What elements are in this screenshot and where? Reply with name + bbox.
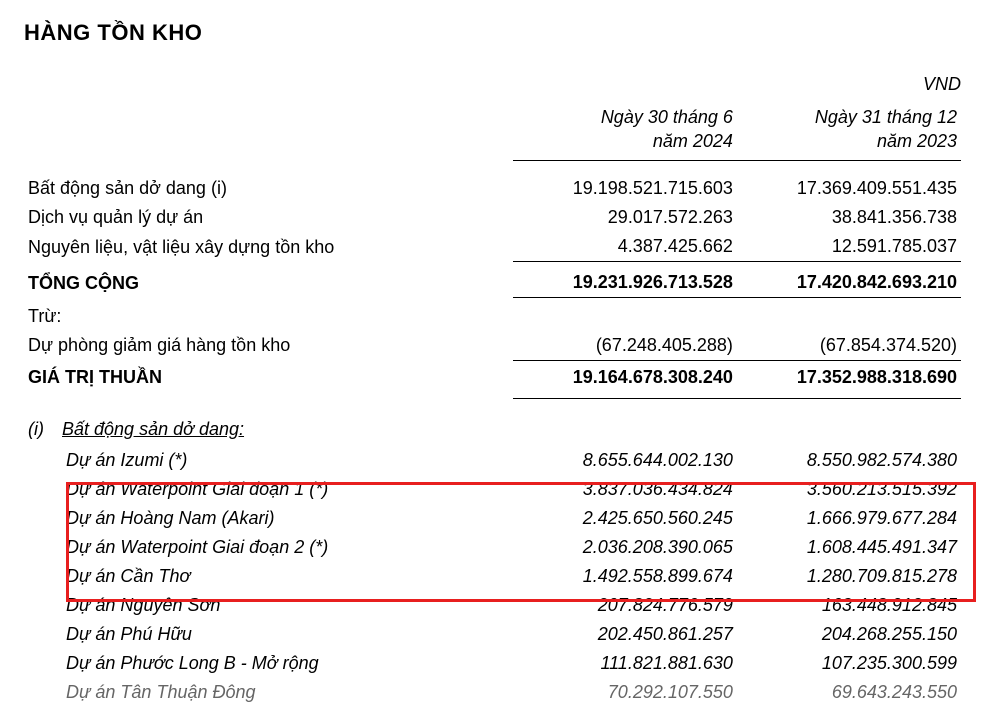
project-label: Dự án Phú Hữu — [24, 620, 513, 649]
projects-list: Dự án Izumi (*)8.655.644.002.1308.550.98… — [24, 446, 961, 707]
row-val-2: 12.591.785.037 — [737, 232, 961, 262]
row-label: Dịch vụ quản lý dự án — [24, 203, 513, 232]
project-val-2: 3.560.213.515.392 — [737, 475, 961, 504]
row-val-2: 38.841.356.738 — [737, 203, 961, 232]
subnote-title: Bất động sản dở dang: — [62, 419, 244, 440]
project-val-2: 1.280.709.815.278 — [737, 562, 961, 591]
row-label: Nguyên liệu, vật liệu xây dựng tồn kho — [24, 232, 513, 262]
project-label: Dự án Hoàng Nam (Akari) — [24, 504, 513, 533]
project-row: Dự án Hoàng Nam (Akari)2.425.650.560.245… — [24, 504, 961, 533]
project-row: Dự án Tân Thuận Đông70.292.107.55069.643… — [24, 678, 961, 707]
project-val-2: 107.235.300.599 — [737, 649, 961, 678]
project-label: Dự án Waterpoint Giai đoạn 1 (*) — [24, 475, 513, 504]
project-val-1: 8.655.644.002.130 — [513, 446, 737, 475]
less-label: Trừ: — [24, 298, 513, 331]
project-row: Dự án Cần Thơ1.492.558.899.6741.280.709.… — [24, 562, 961, 591]
subnote-marker: (i) — [28, 419, 48, 440]
project-val-2: 1.608.445.491.347 — [737, 533, 961, 562]
project-val-2: 204.268.255.150 — [737, 620, 961, 649]
project-row: Dự án Izumi (*)8.655.644.002.1308.550.98… — [24, 446, 961, 475]
row-val-1: 19.198.521.715.603 — [513, 174, 737, 203]
project-row: Dự án Waterpoint Giai đoạn 2 (*)2.036.20… — [24, 533, 961, 562]
row-val-1: 29.017.572.263 — [513, 203, 737, 232]
net-val-2: 17.352.988.318.690 — [737, 360, 961, 398]
provision-label: Dự phòng giảm giá hàng tồn kho — [24, 331, 513, 361]
project-label: Dự án Izumi (*) — [24, 446, 513, 475]
row-bds-do-dang: Bất động sản dở dang (i) 19.198.521.715.… — [24, 174, 961, 203]
project-val-1: 70.292.107.550 — [513, 678, 737, 707]
col-header-1: Ngày 30 tháng 6 năm 2024 — [513, 101, 737, 160]
project-val-2: 69.643.243.550 — [737, 678, 961, 707]
project-val-1: 3.837.036.434.824 — [513, 475, 737, 504]
net-val-1: 19.164.678.308.240 — [513, 360, 737, 398]
project-val-2: 163.448.912.845 — [737, 591, 961, 620]
total-label: TỔNG CỘNG — [24, 262, 513, 298]
project-row: Dự án Waterpoint Giai đoạn 1 (*)3.837.03… — [24, 475, 961, 504]
project-row: Dự án Phú Hữu202.450.861.257204.268.255.… — [24, 620, 961, 649]
total-val-2: 17.420.842.693.210 — [737, 262, 961, 298]
project-val-1: 2.036.208.390.065 — [513, 533, 737, 562]
project-val-2: 8.550.982.574.380 — [737, 446, 961, 475]
row-val-2: 17.369.409.551.435 — [737, 174, 961, 203]
row-label: Bất động sản dở dang (i) — [24, 174, 513, 203]
row-dich-vu-ql: Dịch vụ quản lý dự án 29.017.572.263 38.… — [24, 203, 961, 232]
document-wrap: HÀNG TỒN KHO VND Ngày 30 tháng 6 năm 202… — [24, 20, 961, 707]
project-val-1: 2.425.650.560.245 — [513, 504, 737, 533]
project-label: Dự án Cần Thơ — [24, 562, 513, 591]
currency-label: VND — [24, 74, 961, 95]
net-label: GIÁ TRỊ THUẦN — [24, 360, 513, 398]
section-title: HÀNG TỒN KHO — [24, 20, 961, 46]
provision-row: Dự phòng giảm giá hàng tồn kho (67.248.4… — [24, 331, 961, 361]
row-val-1: 4.387.425.662 — [513, 232, 737, 262]
total-row: TỔNG CỘNG 19.231.926.713.528 17.420.842.… — [24, 262, 961, 298]
project-val-1: 202.450.861.257 — [513, 620, 737, 649]
provision-val-1: (67.248.405.288) — [513, 331, 737, 361]
project-val-1: 111.821.881.630 — [513, 649, 737, 678]
total-val-1: 19.231.926.713.528 — [513, 262, 737, 298]
project-label: Dự án Nguyên Sơn — [24, 591, 513, 620]
project-row: Dự án Nguyên Sơn207.824.776.579163.448.9… — [24, 591, 961, 620]
project-row: Dự án Phước Long B - Mở rộng111.821.881.… — [24, 649, 961, 678]
project-val-2: 1.666.979.677.284 — [737, 504, 961, 533]
col-header-2: Ngày 31 tháng 12 năm 2023 — [737, 101, 961, 160]
project-label: Dự án Tân Thuận Đông — [24, 678, 513, 707]
project-label: Dự án Phước Long B - Mở rộng — [24, 649, 513, 678]
project-label: Dự án Waterpoint Giai đoạn 2 (*) — [24, 533, 513, 562]
subnote-header-row: (i) Bất động sản dở dang: — [24, 398, 961, 446]
project-val-1: 1.492.558.899.674 — [513, 562, 737, 591]
column-header-row: Ngày 30 tháng 6 năm 2024 Ngày 31 tháng 1… — [24, 101, 961, 160]
provision-val-2: (67.854.374.520) — [737, 331, 961, 361]
inventory-table: Ngày 30 tháng 6 năm 2024 Ngày 31 tháng 1… — [24, 101, 961, 707]
less-row: Trừ: — [24, 298, 961, 331]
net-value-row: GIÁ TRỊ THUẦN 19.164.678.308.240 17.352.… — [24, 360, 961, 398]
row-nguyen-lieu: Nguyên liệu, vật liệu xây dựng tồn kho 4… — [24, 232, 961, 262]
project-val-1: 207.824.776.579 — [513, 591, 737, 620]
